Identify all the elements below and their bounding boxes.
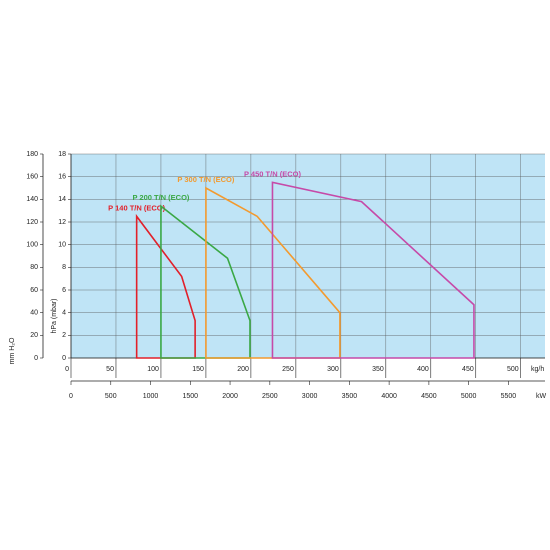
x2-tick-label: 1500 xyxy=(183,393,199,400)
x-tick-label: 200 xyxy=(237,366,249,373)
x2-tick-label: 5000 xyxy=(461,393,477,400)
y2-axis-label: mm H₂O xyxy=(9,337,16,364)
x-tick-label: 350 xyxy=(372,366,384,373)
x-tick-label: 250 xyxy=(282,366,294,373)
x2-tick-label: 5500 xyxy=(501,393,517,400)
y2-tick-label: 100 xyxy=(26,242,38,249)
y2-tick-label: 40 xyxy=(30,310,38,317)
y-tick-label: 4 xyxy=(62,310,66,317)
y-tick-label: 14 xyxy=(58,196,66,203)
y2-tick-label: 180 xyxy=(26,151,38,158)
series-label: P 450 T/N (ECO) xyxy=(244,169,301,178)
y-tick-label: 0 xyxy=(62,355,66,362)
x2-tick-label: 4000 xyxy=(381,393,397,400)
y2-tick-label: 20 xyxy=(30,332,38,339)
x-tick-label: 450 xyxy=(462,366,474,373)
x2-tick-label: 4500 xyxy=(421,393,437,400)
x-axis-label: kg/h xyxy=(531,366,544,373)
series-line xyxy=(271,181,475,359)
y-tick-label: 6 xyxy=(62,287,66,294)
x-tick-label: 100 xyxy=(147,366,159,373)
y-tick-label: 12 xyxy=(58,219,66,226)
y-tick-label: 16 xyxy=(58,174,66,181)
y2-tick-label: 160 xyxy=(26,174,38,181)
y2-tick-label: 0 xyxy=(34,355,38,362)
series-label: P 200 T/N (ECO) xyxy=(132,193,189,202)
x2-axis-label: kW xyxy=(536,393,547,400)
x2-tick-label: 3000 xyxy=(302,393,318,400)
x-tick-label: 50 xyxy=(106,366,114,373)
y2-tick-label: 60 xyxy=(30,287,38,294)
x-tick-label: 300 xyxy=(327,366,339,373)
plot-background xyxy=(71,154,545,358)
x-tick-label: 150 xyxy=(192,366,204,373)
y2-tick-label: 140 xyxy=(26,196,38,203)
y-axis-label: hPa (mbar) xyxy=(51,298,58,333)
x2-tick-label: 1000 xyxy=(143,393,159,400)
y2-tick-label: 80 xyxy=(30,264,38,271)
x-tick-label: 400 xyxy=(417,366,429,373)
y2-tick-label: 120 xyxy=(26,219,38,226)
y-tick-label: 8 xyxy=(62,264,66,271)
y-tick-label: 10 xyxy=(58,242,66,249)
x-tick-label: 500 xyxy=(507,366,519,373)
y-tick-label: 18 xyxy=(58,151,66,158)
series-label: P 300 T/N (ECO) xyxy=(177,175,234,184)
x2-tick-label: 0 xyxy=(69,393,73,400)
x-tick-label: 0 xyxy=(65,366,69,373)
x2-tick-label: 3500 xyxy=(342,393,358,400)
x2-tick-label: 2500 xyxy=(262,393,278,400)
x2-tick-label: 2000 xyxy=(222,393,238,400)
x2-tick-label: 500 xyxy=(105,393,117,400)
y-tick-label: 2 xyxy=(62,332,66,339)
series-label: P 140 T/N (ECO) xyxy=(108,203,165,212)
